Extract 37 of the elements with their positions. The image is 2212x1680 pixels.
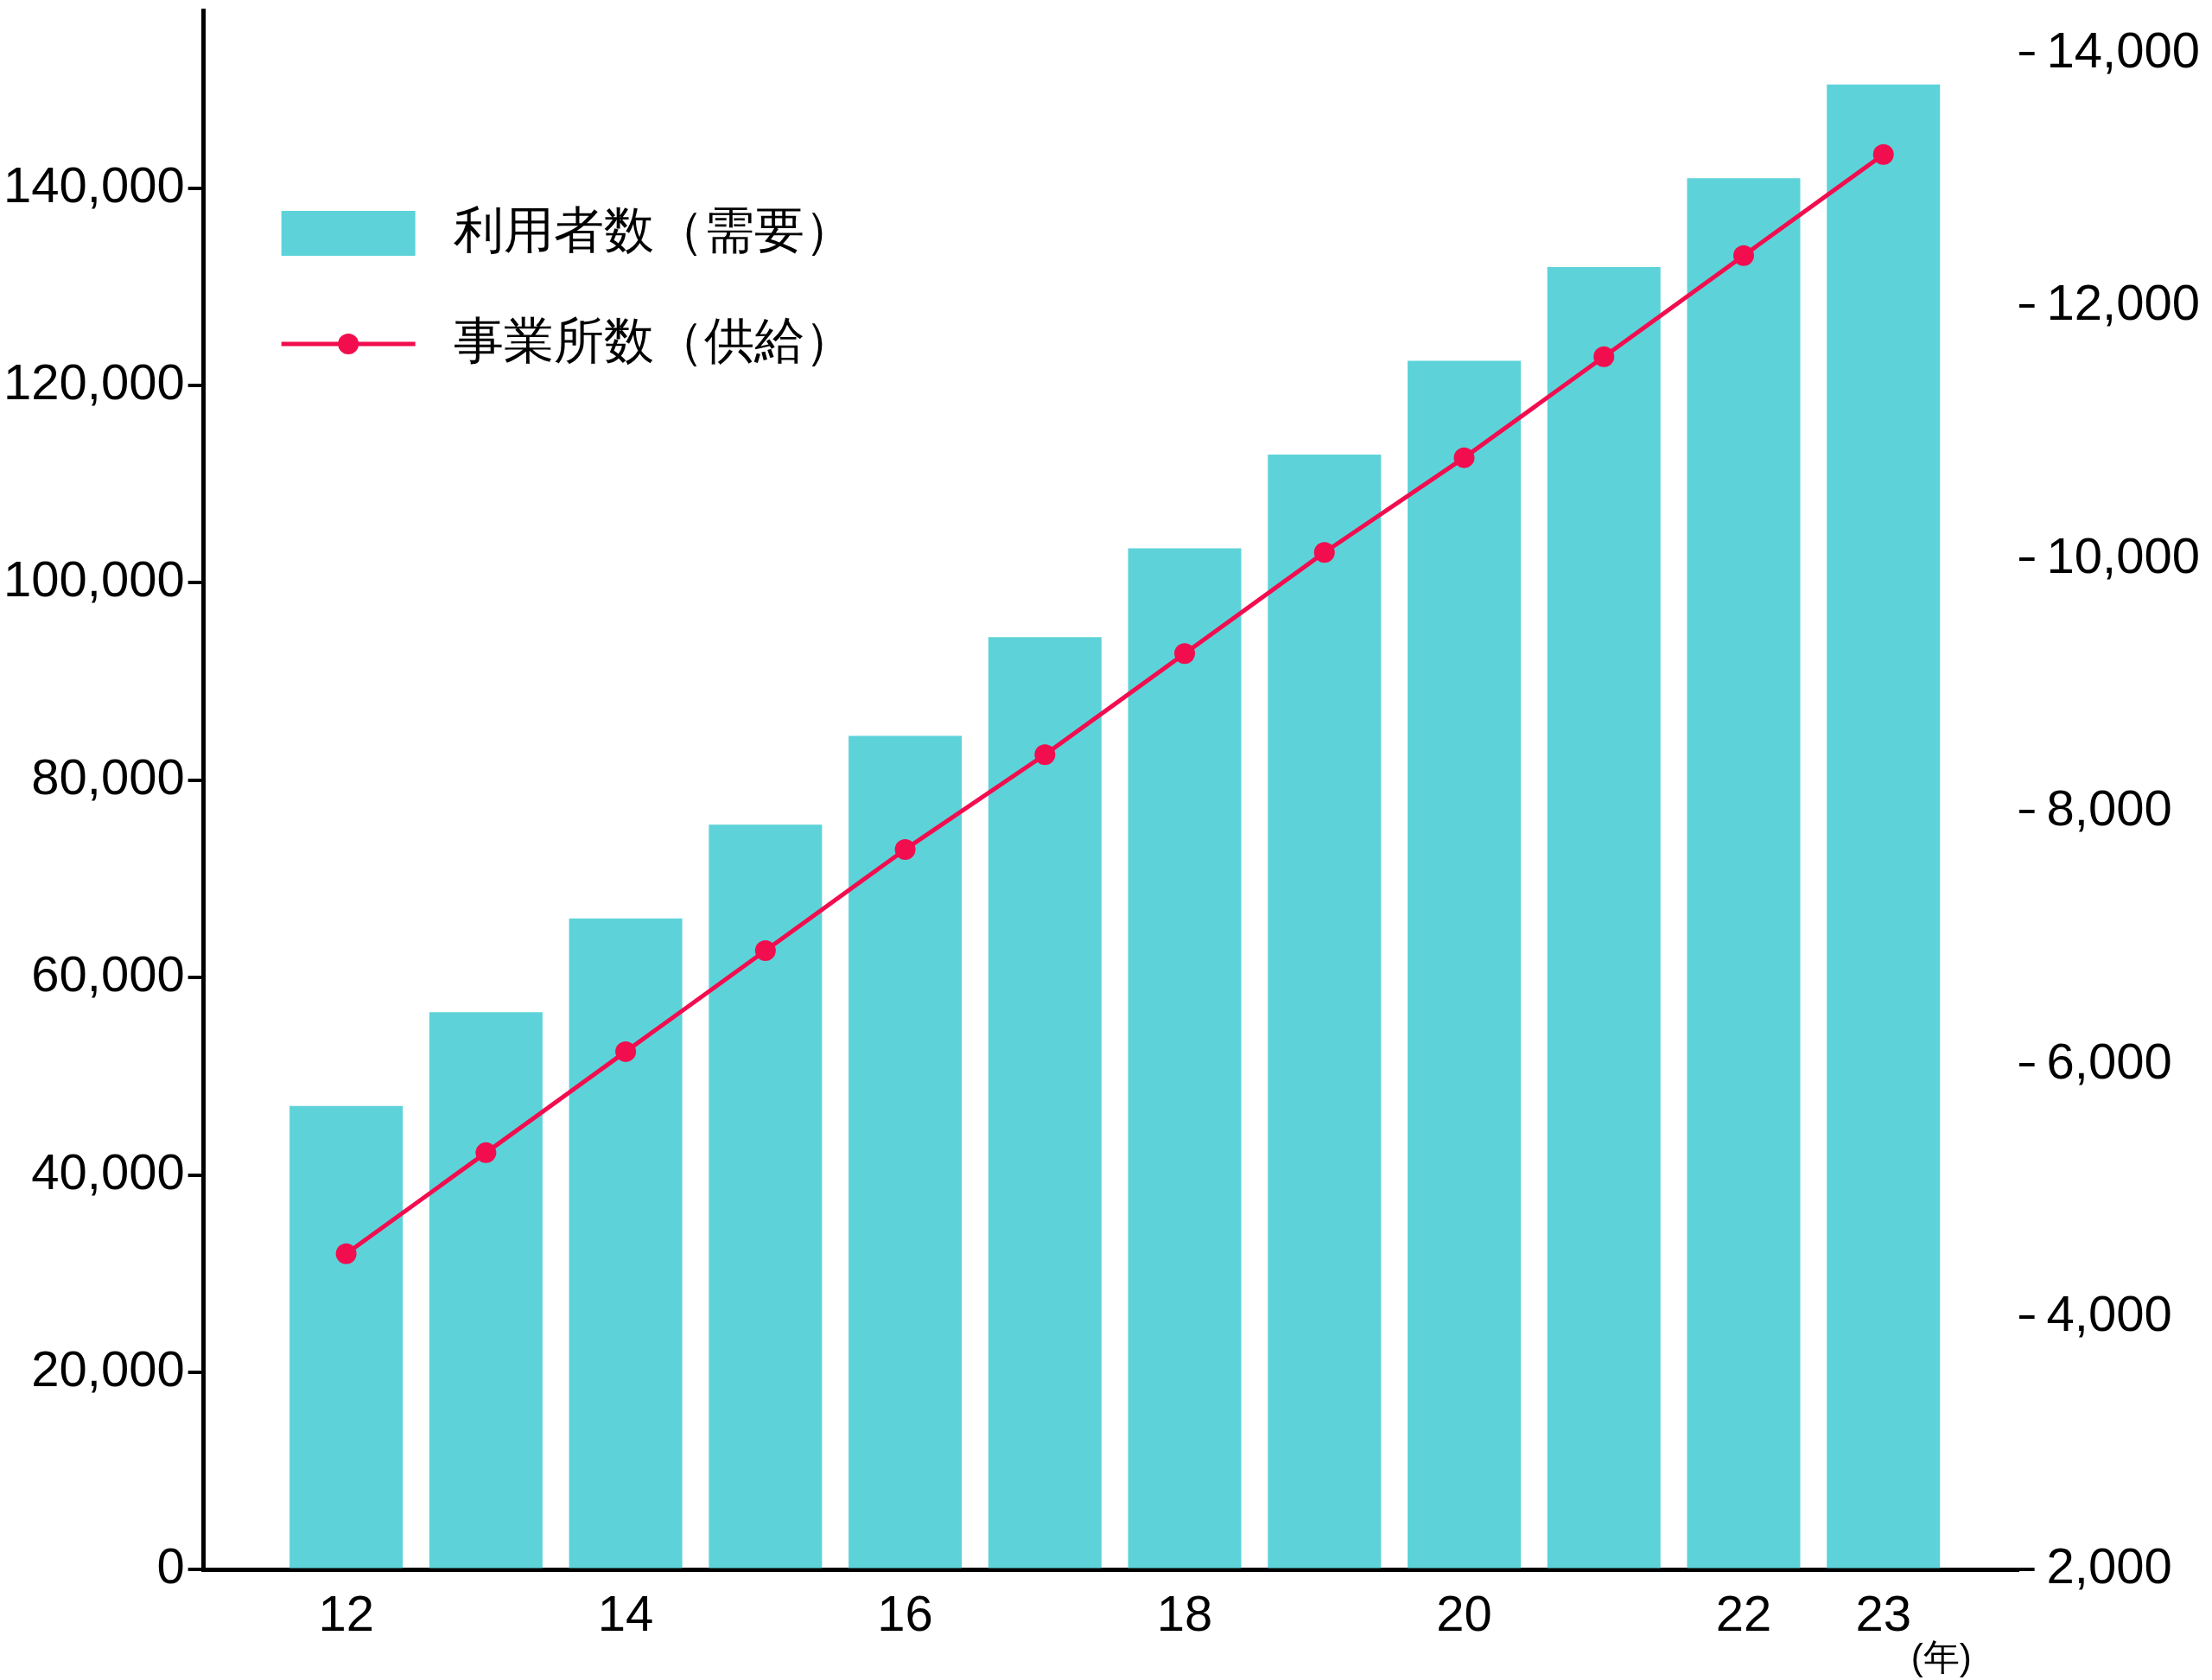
y2-tick-label: 2,000: [2046, 1537, 2172, 1594]
legend-label: 事業所数（供給）: [453, 312, 855, 368]
legend-label: 利用者数（需要）: [453, 201, 855, 258]
y-tick-label: 80,000: [31, 748, 185, 805]
x-tick-label: 23: [1855, 1585, 1911, 1642]
bar: [1547, 266, 1661, 1569]
y-tick-label: 120,000: [3, 353, 185, 410]
x-tick-label: 18: [1156, 1585, 1213, 1642]
bar: [1268, 454, 1382, 1569]
x-tick-label: 20: [1436, 1585, 1492, 1642]
y2-tick-label: 14,000: [2046, 21, 2201, 78]
bar: [709, 824, 823, 1569]
y-tick-label: 40,000: [31, 1142, 185, 1200]
y-tick-label: 140,000: [3, 156, 185, 213]
y2-tick-label: 10,000: [2046, 526, 2201, 583]
y-tick-label: 20,000: [31, 1340, 185, 1397]
bar: [988, 637, 1102, 1569]
bar: [1408, 360, 1522, 1569]
bar: [429, 1012, 543, 1569]
y-tick-label: 0: [156, 1537, 185, 1594]
bar: [1128, 548, 1242, 1569]
x-tick-label: 16: [877, 1585, 933, 1642]
bar: [289, 1105, 404, 1569]
bar: [849, 735, 963, 1569]
y2-tick-label: 6,000: [2046, 1032, 2172, 1089]
bar: [1827, 84, 1941, 1569]
y2-tick-label: 4,000: [2046, 1284, 2172, 1341]
bar: [1687, 178, 1801, 1569]
bar: [569, 918, 683, 1569]
x-tick-label: 14: [597, 1585, 654, 1642]
y2-tick-label: 8,000: [2046, 780, 2172, 837]
x-axis-title: (年): [1910, 1636, 1972, 1677]
x-tick-label: 22: [1715, 1585, 1772, 1642]
x-tick-label: 12: [318, 1585, 374, 1642]
y2-tick-label: 12,000: [2046, 274, 2201, 331]
y-tick-label: 100,000: [3, 550, 185, 608]
y-tick-label: 60,000: [31, 945, 185, 1002]
